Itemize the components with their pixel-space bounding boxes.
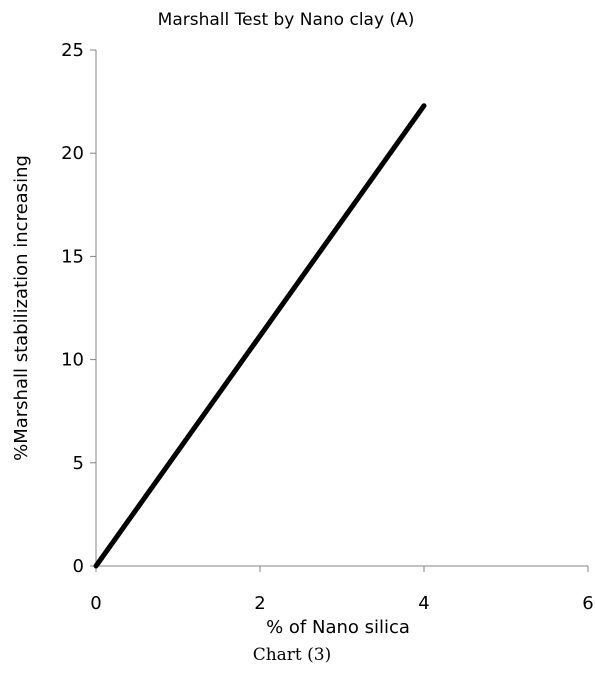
chart-caption: Chart (3) [253,645,332,665]
y-tick-label: 15 [61,246,84,267]
series-line [93,103,427,569]
x-tick-label: 2 [254,593,265,614]
y-tick-label: 25 [61,40,84,61]
chart-title: Marshall Test by Nano clay (A) [158,10,415,30]
y-axis-ticks: 0 5 10 15 20 25 [61,40,96,577]
x-axis-label: % of Nano silica [266,617,410,638]
x-tick-label: 4 [418,593,429,614]
y-tick-label: 5 [73,453,84,474]
y-axis-label: %Marshall stabilization increasing [11,155,32,461]
series-layer [93,103,427,569]
x-tick-label: 6 [582,593,593,614]
y-tick-label: 0 [73,556,84,577]
x-tick-label: 0 [90,593,101,614]
y-tick-label: 20 [61,143,84,164]
y-tick-label: 10 [61,350,84,371]
x-axis-ticks: 0 2 4 6 [90,566,594,614]
